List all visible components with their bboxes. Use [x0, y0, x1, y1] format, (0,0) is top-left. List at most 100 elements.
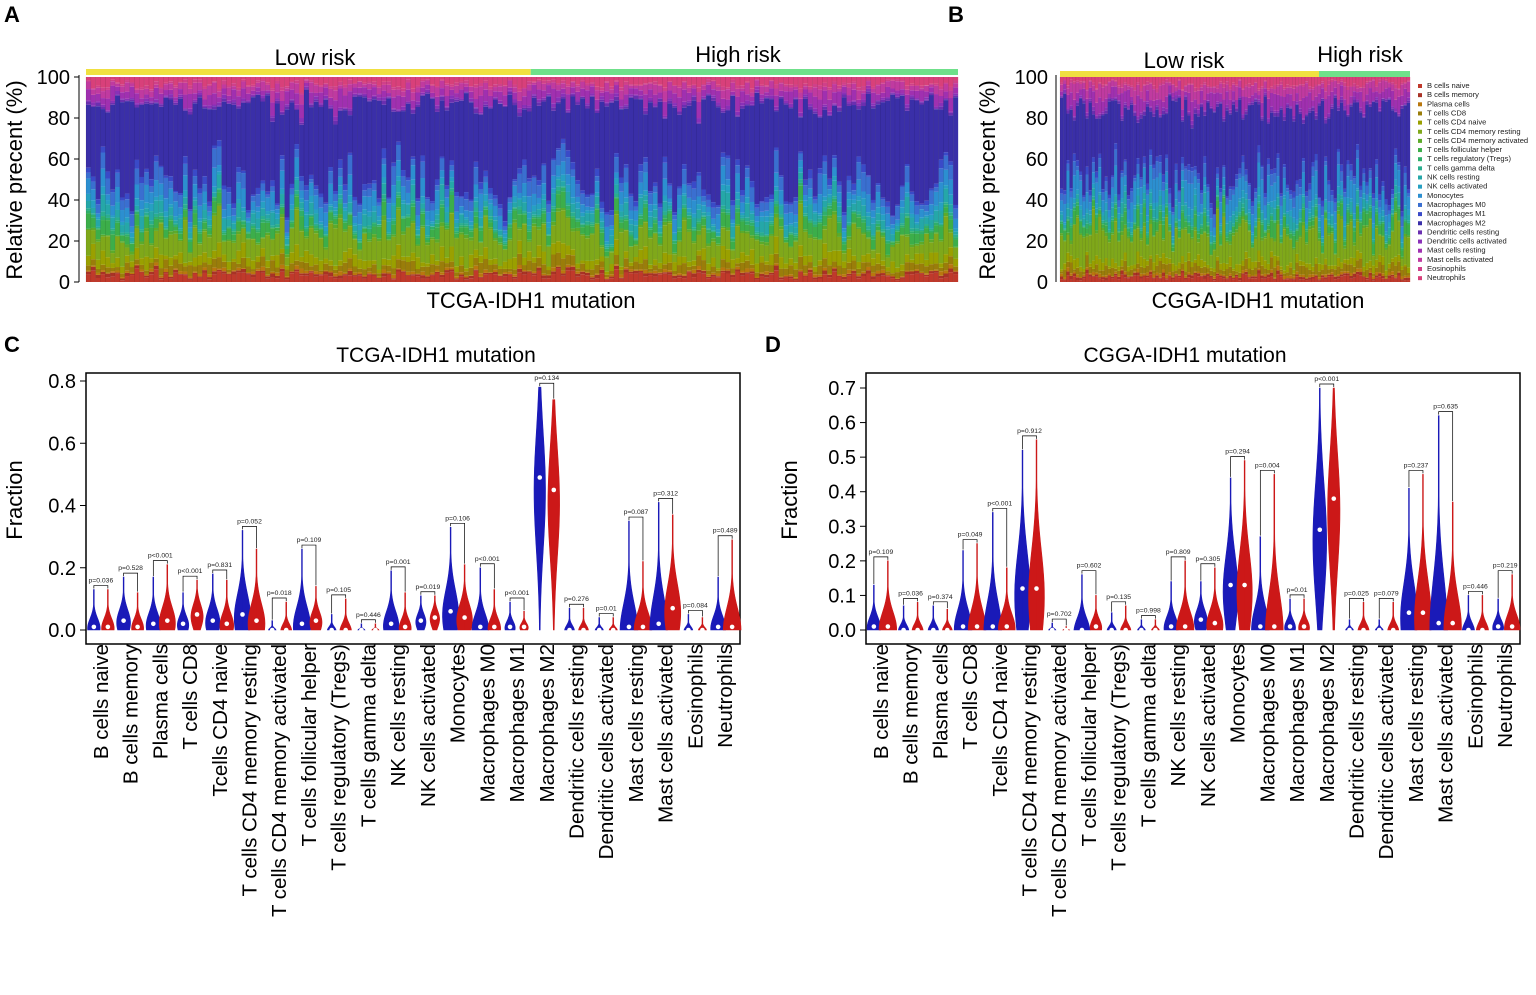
stack-segment — [279, 112, 285, 115]
stack-segment — [1095, 272, 1099, 275]
stack-segment — [749, 96, 755, 102]
stack-segment — [187, 85, 193, 89]
stack-segment — [817, 77, 823, 86]
stack-segment — [1133, 272, 1137, 276]
stack-segment — [192, 82, 198, 94]
stack-segment — [749, 268, 755, 272]
stack-segment — [420, 155, 426, 162]
stack-segment — [202, 88, 208, 100]
stack-segment — [1171, 244, 1175, 248]
stack-segment — [168, 204, 174, 208]
stack-segment — [463, 238, 469, 269]
stack-segment — [211, 201, 217, 213]
stack-segment — [928, 239, 934, 243]
stack-segment — [1171, 236, 1175, 240]
stack-segment — [517, 206, 523, 210]
stack-segment — [604, 241, 610, 245]
stack-segment — [1155, 109, 1159, 157]
stack-segment — [459, 89, 465, 99]
stack-segment — [812, 237, 818, 240]
stack-segment — [1123, 277, 1127, 282]
stack-segment — [197, 221, 203, 230]
stack-segment — [429, 275, 435, 282]
stack-segment — [647, 264, 653, 269]
stack-segment — [396, 192, 402, 196]
stack-segment — [284, 109, 290, 218]
stack-segment — [914, 269, 920, 271]
stack-segment — [802, 185, 808, 196]
stack-segment — [410, 165, 416, 180]
stack-segment — [1095, 89, 1099, 103]
stack-segment — [483, 206, 489, 208]
stack-segment — [134, 228, 140, 248]
stack-segment — [618, 219, 624, 223]
stack-segment — [836, 77, 842, 86]
stack-segment — [1123, 91, 1127, 103]
stack-segment — [1104, 191, 1108, 203]
stack-segment — [328, 183, 334, 205]
stack-segment — [570, 81, 576, 83]
panel-label-b: B — [948, 2, 964, 27]
stack-segment — [793, 214, 799, 223]
stack-segment — [778, 268, 784, 277]
stack-segment — [473, 113, 479, 162]
stack-segment — [100, 91, 106, 99]
stack-segment — [502, 221, 508, 227]
stack-segment — [943, 169, 949, 186]
stack-segment — [526, 225, 532, 230]
stack-segment — [289, 77, 295, 82]
stack-segment — [245, 266, 251, 273]
stacked-bars-b — [1059, 77, 1411, 282]
stack-segment — [822, 274, 828, 282]
stack-segment — [1168, 224, 1172, 225]
stack-segment — [459, 227, 465, 233]
stack-segment — [677, 188, 683, 196]
stack-segment — [783, 277, 789, 282]
stack-segment — [284, 277, 290, 280]
stack-segment — [914, 224, 920, 229]
stack-segment — [163, 96, 169, 98]
stack-segment — [415, 269, 421, 274]
stack-segment — [1072, 271, 1077, 274]
stack-segment — [720, 208, 726, 213]
stack-segment — [565, 245, 571, 255]
stack-segment — [1120, 216, 1124, 222]
stack-segment — [216, 188, 222, 190]
stack-segment — [943, 216, 949, 255]
stack-segment — [119, 235, 125, 242]
stack-segment — [241, 272, 247, 282]
stack-segment — [1139, 112, 1143, 115]
stack-segment — [473, 257, 479, 266]
stack-segment — [948, 219, 954, 230]
stack-segment — [255, 77, 261, 81]
stack-segment — [861, 90, 867, 94]
stack-segment — [507, 223, 513, 225]
stack-segment — [827, 115, 833, 179]
stack-segment — [749, 271, 755, 274]
stack-segment — [865, 273, 871, 282]
stack-segment — [759, 86, 765, 95]
stack-segment — [221, 271, 227, 274]
stack-segment — [706, 278, 712, 282]
stack-segment — [352, 266, 358, 273]
stack-segment — [875, 185, 881, 193]
stack-segment — [265, 235, 271, 261]
stack-segment — [851, 81, 857, 84]
stack-segment — [415, 246, 421, 258]
stack-segment — [1158, 99, 1162, 115]
stack-segment — [124, 232, 130, 235]
stack-segment — [139, 89, 145, 99]
stack-segment — [885, 275, 891, 277]
stack-segment — [304, 250, 309, 263]
stack-segment — [304, 190, 309, 201]
stack-segment — [512, 222, 518, 258]
stack-segment — [1101, 200, 1105, 213]
stack-segment — [241, 77, 247, 80]
stack-segment — [909, 247, 915, 260]
stack-segment — [841, 92, 847, 95]
stack-segment — [793, 86, 799, 90]
stack-segment — [391, 97, 397, 109]
stack-segment — [318, 221, 324, 225]
stack-segment — [812, 87, 818, 97]
stack-segment — [681, 217, 687, 221]
